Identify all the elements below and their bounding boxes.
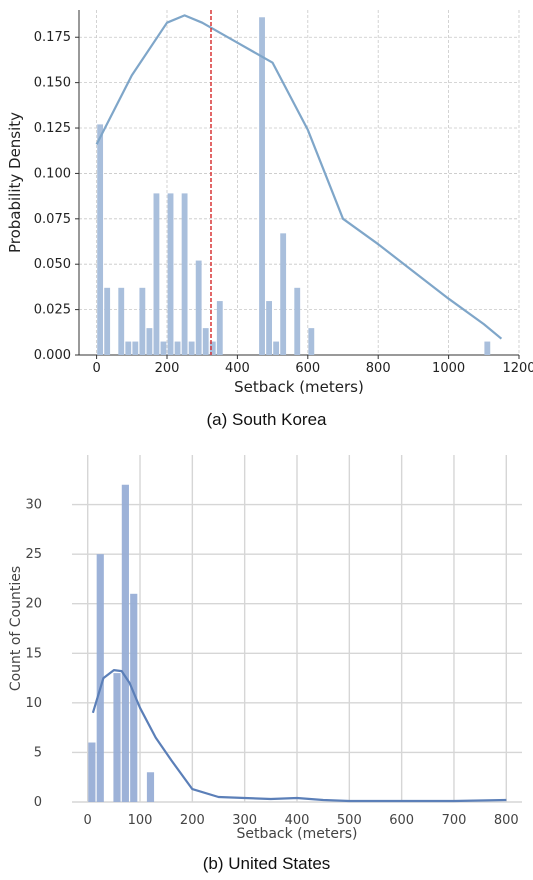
histogram-bar — [153, 193, 160, 355]
y-tick-label: 0 — [34, 795, 42, 810]
histogram-bars — [97, 17, 491, 356]
x-tick-label: 800 — [494, 813, 519, 828]
histogram-bar — [130, 593, 138, 802]
x-tick-label: 600 — [295, 361, 320, 376]
y-tick-label: 0.175 — [34, 30, 71, 45]
histogram-bar — [167, 193, 174, 355]
histogram-bar — [195, 260, 202, 355]
x-tick-label: 200 — [180, 813, 205, 828]
y-tick-label: 25 — [25, 547, 42, 562]
chart-united-states: 0 100 200 300 400 500 600 700 800 0 5 10 15 20 25 30 Set… — [8, 455, 522, 842]
grid-lines — [72, 455, 522, 803]
histogram-bar — [259, 17, 265, 356]
histogram-bar — [484, 341, 491, 355]
y-tick-label: 0.000 — [34, 348, 71, 363]
x-tick-label: 500 — [337, 813, 362, 828]
x-axis-label: Setback (meters) — [236, 826, 357, 842]
x-tick-label: 0 — [92, 361, 100, 376]
y-tick-label: 20 — [25, 597, 42, 612]
histogram-bars — [88, 484, 155, 802]
y-axis-label: Count of Counties — [8, 566, 24, 691]
histogram-bar — [88, 742, 96, 802]
x-axis-label: Setback (meters) — [234, 378, 364, 396]
histogram-bar — [104, 287, 111, 355]
y-axis-label: Probability Density — [6, 112, 24, 253]
y-tick-label: 10 — [25, 696, 42, 711]
x-tick-label: 400 — [285, 813, 310, 828]
y-tick-label: 5 — [34, 745, 42, 760]
histogram-bar — [139, 287, 146, 355]
histogram-bar — [146, 328, 153, 355]
chart-panel-united-states: 0 100 200 300 400 500 600 700 800 0 5 10 15 20 25 30 Set… — [0, 440, 533, 880]
histogram-bar — [118, 287, 125, 355]
histogram-bar — [294, 287, 301, 355]
caption-south-korea: (a) South Korea — [206, 410, 327, 429]
x-tick-label: 600 — [389, 813, 414, 828]
histogram-bar — [209, 341, 216, 355]
chart-south-korea: 0 200 400 600 800 1000 1200 0.000 0.025 0.050 0.07… — [6, 10, 533, 396]
grid-lines — [79, 10, 520, 356]
x-tick-label: 0 — [84, 813, 92, 828]
x-tick-label: 1200 — [502, 361, 533, 376]
histogram-bar — [174, 341, 181, 355]
histogram-bar — [146, 772, 155, 802]
x-tick-label: 1000 — [432, 361, 465, 376]
chart-panel-south-korea: 0 200 400 600 800 1000 1200 0.000 0.025 0.050 0.07… — [6, 10, 533, 429]
kde-curve — [95, 14, 503, 340]
histogram-bar — [132, 341, 139, 355]
histogram-bar — [160, 341, 167, 355]
x-tick-label: 700 — [442, 813, 467, 828]
histogram-bar — [181, 193, 188, 355]
x-tick-label: 300 — [232, 813, 257, 828]
kde-curve — [91, 669, 507, 803]
y-tick-label: 0.050 — [34, 257, 71, 272]
histogram-bar — [121, 484, 129, 802]
y-tick-label: 30 — [25, 498, 42, 513]
x-tick-label: 100 — [128, 813, 153, 828]
x-tick-label: 400 — [225, 361, 250, 376]
histogram-bar — [308, 328, 315, 355]
histogram-bar — [273, 341, 280, 355]
histogram-bar — [280, 233, 287, 355]
y-tick-label: 0.125 — [34, 121, 71, 136]
x-tick-label: 800 — [366, 361, 391, 376]
y-tick-label: 0.075 — [34, 212, 71, 227]
histogram-bar — [216, 301, 223, 355]
y-tick-label: 0.025 — [34, 303, 71, 318]
histogram-bar — [97, 124, 104, 355]
y-tick-label: 0.100 — [34, 166, 71, 181]
histogram-bar — [188, 341, 195, 355]
histogram-bar — [113, 673, 121, 802]
caption-united-states: (b) United States — [202, 854, 331, 873]
histogram-bar — [125, 341, 132, 355]
x-tick-label: 200 — [155, 361, 180, 376]
y-tick-label: 0.150 — [34, 76, 71, 91]
histogram-bar — [202, 328, 209, 355]
histogram-bar — [266, 301, 272, 355]
histogram-bar — [96, 554, 104, 802]
y-tick-label: 15 — [25, 646, 42, 661]
